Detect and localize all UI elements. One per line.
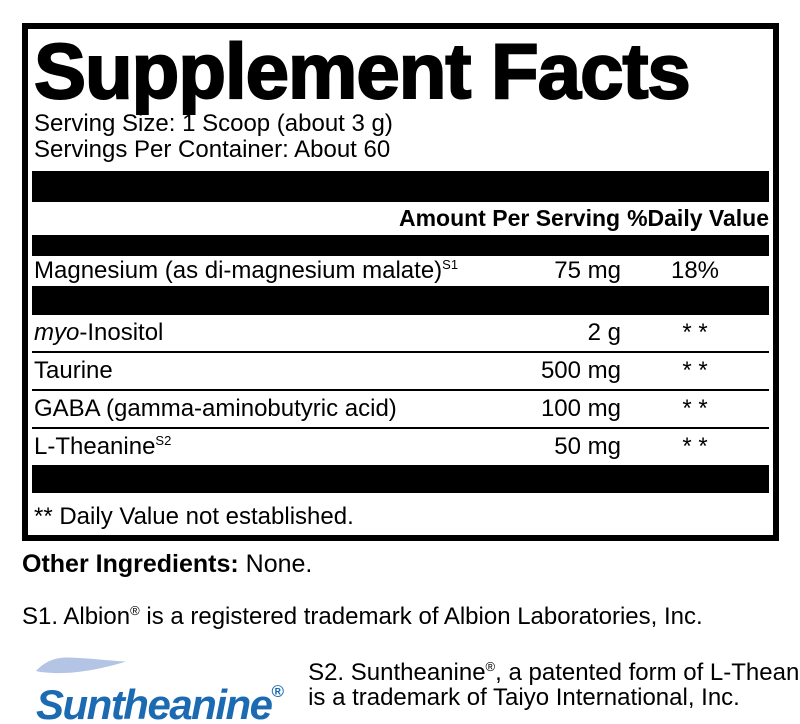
ingredient-daily-value: * *: [682, 319, 708, 346]
ingredient-name: L-TheanineS2: [34, 433, 172, 460]
ingredient-name: Taurine: [34, 357, 113, 384]
registered-mark-icon: ®: [130, 603, 140, 618]
table-row: myo-Inositol 2 g * *: [32, 315, 769, 353]
ingredient-daily-value: 18%: [670, 257, 720, 284]
table-row: Taurine 500 mg * *: [32, 353, 769, 391]
s2-trademark-line-2: is a trademark of Taiyo International, I…: [308, 684, 740, 711]
panel-title: Supplement Facts: [33, 27, 692, 115]
table-row: Magnesium (as di-magnesium malate)S1 75 …: [32, 256, 769, 286]
divider-bar-bottom: [32, 465, 769, 493]
divider-bar-header: [32, 235, 769, 256]
column-header-row: Amount Per Serving %Daily Value: [32, 202, 769, 235]
s1-trademark-line: S1. Albion® is a registered trademark of…: [22, 603, 703, 630]
ingredient-daily-value: * *: [682, 395, 708, 422]
ingredient-name: GABA (gamma-aminobutyric acid): [34, 395, 397, 422]
divider-bar-mid: [32, 286, 769, 315]
ingredient-amount: 2 g: [587, 319, 621, 346]
suntheanine-logo: Suntheanine®: [36, 649, 284, 724]
s2-trademark-block: S2. Suntheanine®, a patented form of L-T…: [308, 649, 800, 710]
other-ingredients-value: None.: [238, 550, 313, 578]
footnote-marker: S2: [155, 433, 172, 448]
ingredient-daily-value: * *: [682, 357, 708, 384]
ingredient-amount: 500 mg: [540, 357, 621, 384]
other-ingredients-label: Other Ingredients:: [22, 550, 239, 578]
ingredient-amount: 50 mg: [554, 433, 621, 460]
daily-value-header: %Daily Value: [627, 205, 769, 231]
registered-mark-icon: ®: [485, 659, 496, 674]
ingredient-amount: 75 mg: [554, 257, 621, 284]
ingredient-name: Magnesium (as di-magnesium malate)S1: [34, 257, 459, 284]
suntheanine-brand-row: Suntheanine® S2. Suntheanine®, a patente…: [36, 649, 800, 724]
registered-mark-icon: ®: [271, 682, 285, 701]
other-ingredients-line: Other Ingredients: None.: [22, 550, 800, 579]
table-row: L-TheanineS2 50 mg * *: [32, 429, 769, 465]
footnote-marker: S1: [442, 257, 459, 272]
serving-size-line: Serving Size: 1 Scoop (about 3 g): [34, 110, 393, 137]
servings-per-container-line: Servings Per Container: About 60: [34, 136, 391, 163]
table-row: GABA (gamma-aminobutyric acid) 100 mg * …: [32, 391, 769, 429]
wave-swoosh-icon: [36, 657, 126, 674]
s2-trademark-line-1: S2. Suntheanine®, a patented form of L-T…: [308, 659, 800, 686]
ingredient-daily-value: * *: [682, 433, 708, 460]
daily-value-footnote: ** Daily Value not established.: [34, 503, 354, 530]
amount-per-serving-header: Amount Per Serving: [398, 205, 621, 231]
divider-bar-top: [32, 171, 769, 202]
ingredient-amount: 100 mg: [540, 395, 621, 422]
ingredient-name: myo-Inositol: [34, 319, 164, 346]
logo-text: Suntheanine: [36, 681, 273, 724]
supplement-facts-panel: Supplement Facts Serving Size: 1 Scoop (…: [22, 23, 779, 541]
